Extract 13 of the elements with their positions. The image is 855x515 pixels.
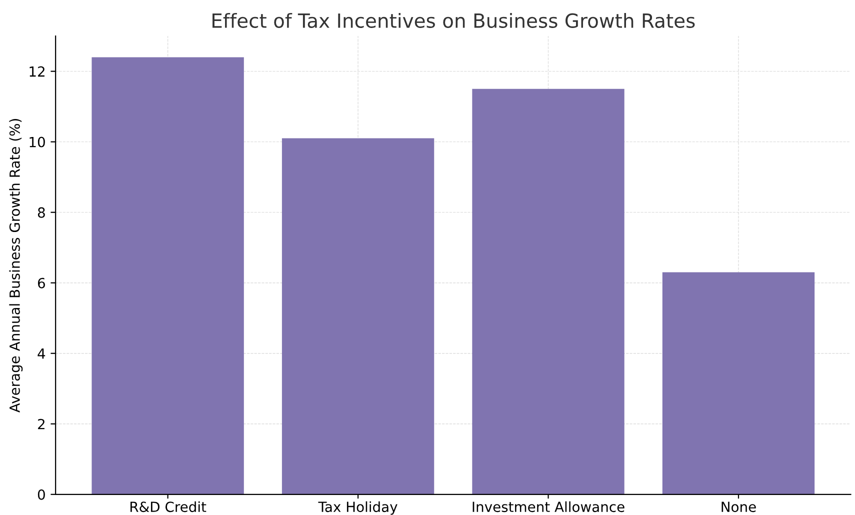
y-tick-label: 4 <box>38 348 46 359</box>
x-tick-label: Tax Holiday <box>318 501 398 515</box>
chart-title: Effect of Tax Incentives on Business Growth Rates <box>212 12 695 28</box>
y-axis-title: Average Annual Business Growth Rate (%) <box>9 119 23 412</box>
x-tick-label: R&D Credit <box>130 501 206 512</box>
y-tick-label: 6 <box>38 278 45 288</box>
y-tick-label: 0 <box>38 489 45 500</box>
x-tick-label: None <box>722 502 756 512</box>
x-tick-label: Investment Allowance <box>472 501 624 512</box>
y-tick-label: 2 <box>38 418 44 430</box>
y-tick-label: 8 <box>38 207 45 218</box>
y-tick-label: 10 <box>30 136 45 148</box>
y-tick-label: 12 <box>30 66 44 77</box>
